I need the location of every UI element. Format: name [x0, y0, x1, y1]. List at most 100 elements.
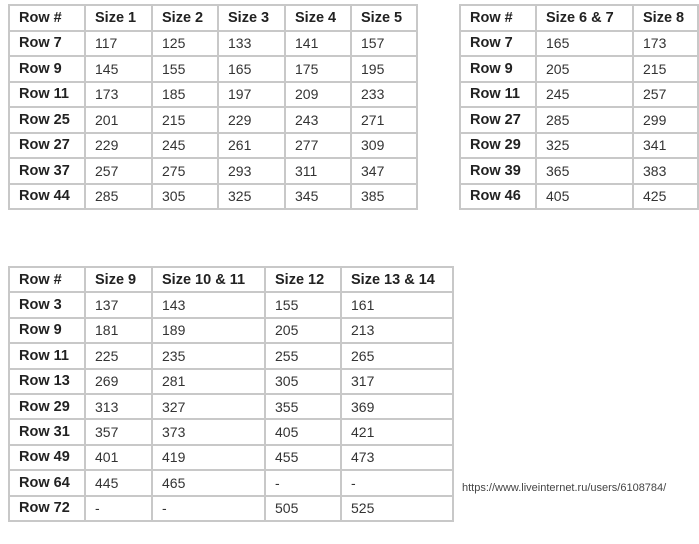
table-cell: 243 [284, 106, 352, 134]
table-cell: 373 [151, 418, 266, 446]
table-cell: 229 [217, 106, 286, 134]
row-label: Row 9 [8, 55, 86, 83]
table-row: Row 37 257 275 293 311 347 [8, 157, 418, 185]
table-cell: 285 [535, 106, 634, 134]
table-cell: 165 [535, 29, 634, 57]
table-row: Row 13 269 281 305 317 [8, 367, 454, 395]
table-cell: 345 [284, 182, 352, 210]
table-cell: 141 [284, 29, 352, 57]
watermark: https://www.liveinternet.ru/users/610878… [462, 482, 667, 494]
table-cell: 405 [264, 418, 342, 446]
table-cell: 175 [284, 55, 352, 83]
table-cell: 365 [535, 157, 634, 185]
column-header: Row # [8, 4, 86, 32]
table-cell: 285 [84, 182, 153, 210]
table-row: Row 3 137 143 155 161 [8, 291, 454, 319]
table-row: Row 29 313 327 355 369 [8, 392, 454, 421]
table-cell: 309 [350, 131, 418, 159]
row-label: Row 29 [459, 131, 537, 159]
table-cell: 275 [151, 157, 219, 185]
table-cell: 205 [535, 55, 634, 83]
table-cell: 181 [84, 316, 153, 345]
table-cell: 201 [84, 106, 153, 134]
row-label: Row 37 [8, 157, 86, 185]
table-cell: 209 [284, 80, 352, 108]
table-cell: 305 [264, 367, 342, 395]
header-row: Row # Size 9 Size 10 & 11 Size 12 Size 13 & … [8, 265, 454, 294]
column-header: Size 13 & 14 [340, 265, 454, 294]
table-cell: 143 [151, 291, 266, 319]
table-cell: 325 [217, 182, 286, 210]
table-cell: 125 [151, 29, 219, 57]
table-cell: 325 [535, 131, 634, 159]
table-cell: 197 [217, 80, 286, 108]
table-cell: 455 [264, 443, 342, 472]
row-label: Row 31 [8, 418, 86, 446]
size-table-3: Row # Size 9 Size 10 & 11 Size 12 Size 13 & … [8, 265, 454, 522]
row-label: Row 25 [8, 106, 86, 134]
table-row: Row 29 325 341 [459, 131, 699, 159]
table-cell: - [264, 469, 342, 497]
row-label: Row 64 [8, 469, 86, 497]
table-cell: 385 [350, 182, 418, 210]
row-label: Row 3 [8, 291, 86, 319]
table-cell: 357 [84, 418, 153, 446]
table-cell: 245 [151, 131, 219, 159]
table-row: Row 31 357 373 405 421 [8, 418, 454, 446]
table-cell: 421 [340, 418, 454, 446]
table-cell: 355 [264, 392, 342, 421]
table-row: Row 39 365 383 [459, 157, 699, 185]
table-cell: 195 [350, 55, 418, 83]
column-header: Size 9 [84, 265, 153, 294]
table-row: Row 11 245 257 [459, 80, 699, 108]
table-cell: 233 [350, 80, 418, 108]
size-table-2: Row # Size 6 & 7 Size 8 Row 7 165 173 Row 9 205… [459, 4, 699, 210]
row-label: Row 49 [8, 443, 86, 472]
table-row: Row 64 445 465- - [8, 469, 454, 497]
row-label: Row 7 [459, 29, 537, 57]
row-label: Row 27 [8, 131, 86, 159]
table-cell: 205 [264, 316, 342, 345]
column-header: Size 3 [217, 4, 286, 32]
table-cell: 157 [350, 29, 418, 57]
table-cell: 133 [217, 29, 286, 57]
row-label: Row 72 [8, 494, 86, 522]
table-cell: 525 [340, 494, 454, 522]
row-label: Row 27 [459, 106, 537, 134]
table-row: Row 49 401 419 455 473 [8, 443, 454, 472]
table-cell: 317 [340, 367, 454, 395]
table-row: Row 11 173 185 197 209 233 [8, 80, 418, 108]
table-row: Row 9 145 155 165 175 195 [8, 55, 418, 83]
table-cell: 229 [84, 131, 153, 159]
table-cell: 505 [264, 494, 342, 522]
column-header: Size 4 [284, 4, 352, 32]
column-header: Row # [8, 265, 86, 294]
table-cell: - [340, 469, 454, 497]
table-cell: 299 [632, 106, 699, 134]
table-cell: 465 [151, 469, 266, 497]
table-row: Row 25 201 215 229 243 271 [8, 106, 418, 134]
table-cell: 369 [340, 392, 454, 421]
column-header: Size 5 [350, 4, 418, 32]
row-label: Row 46 [459, 182, 537, 210]
table-cell: 327 [151, 392, 266, 421]
table-row: Row 11 225 235 255 265 [8, 342, 454, 370]
table-row: Row 72- -505 525 [8, 494, 454, 522]
table-cell: 473 [340, 443, 454, 472]
table-cell: 145 [84, 55, 153, 83]
row-label: Row 44 [8, 182, 86, 210]
table-cell: 245 [535, 80, 634, 108]
column-header: Size 10 & 11 [151, 265, 266, 294]
table-cell: 173 [632, 29, 699, 57]
table-cell: 173 [84, 80, 153, 108]
table-cell: - [84, 494, 153, 522]
table-cell: 401 [84, 443, 153, 472]
table-cell: 277 [284, 131, 352, 159]
column-header: Size 12 [264, 265, 342, 294]
table-cell: 215 [632, 55, 699, 83]
table-cell: 445 [84, 469, 153, 497]
table-cell: 265 [340, 342, 454, 370]
table-cell: 155 [264, 291, 342, 319]
table-cell: 313 [84, 392, 153, 421]
table-cell: 137 [84, 291, 153, 319]
